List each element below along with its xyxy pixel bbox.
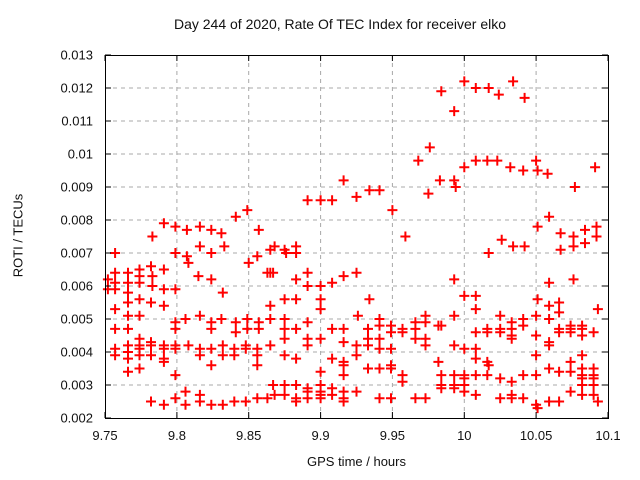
scatter-series-roti: [102, 76, 603, 414]
y-tick-label: 0.012: [60, 81, 93, 96]
y-tick-label: 0.005: [60, 312, 93, 327]
y-tick-label: 0.01: [68, 147, 93, 162]
y-tick-label: 0.011: [61, 114, 93, 129]
x-tick-label: 9.95: [380, 428, 405, 443]
x-tick-label: 9.75: [92, 428, 117, 443]
x-tick-label: 10.05: [520, 428, 553, 443]
y-tick-label: 0.008: [60, 213, 93, 228]
y-tick-label: 0.003: [60, 378, 93, 393]
y-tick-label: 0.009: [60, 180, 93, 195]
y-tick-label: 0.006: [60, 279, 93, 294]
y-tick-label: 0.007: [60, 246, 93, 261]
x-tick-label: 10: [457, 428, 471, 443]
x-axis-label: GPS time / hours: [307, 454, 406, 469]
chart-title: Day 244 of 2020, Rate Of TEC Index for r…: [173, 16, 507, 32]
x-tick-label: 9.9: [312, 428, 330, 443]
x-tick-label: 10.1: [595, 428, 620, 443]
y-tick-label: 0.013: [60, 48, 93, 63]
x-tick-label: 9.8: [168, 428, 186, 443]
y-tick-label: 0.002: [60, 411, 93, 426]
y-tick-label: 0.004: [60, 345, 93, 360]
x-tick-label: 9.85: [236, 428, 261, 443]
plot-border: [105, 55, 609, 419]
